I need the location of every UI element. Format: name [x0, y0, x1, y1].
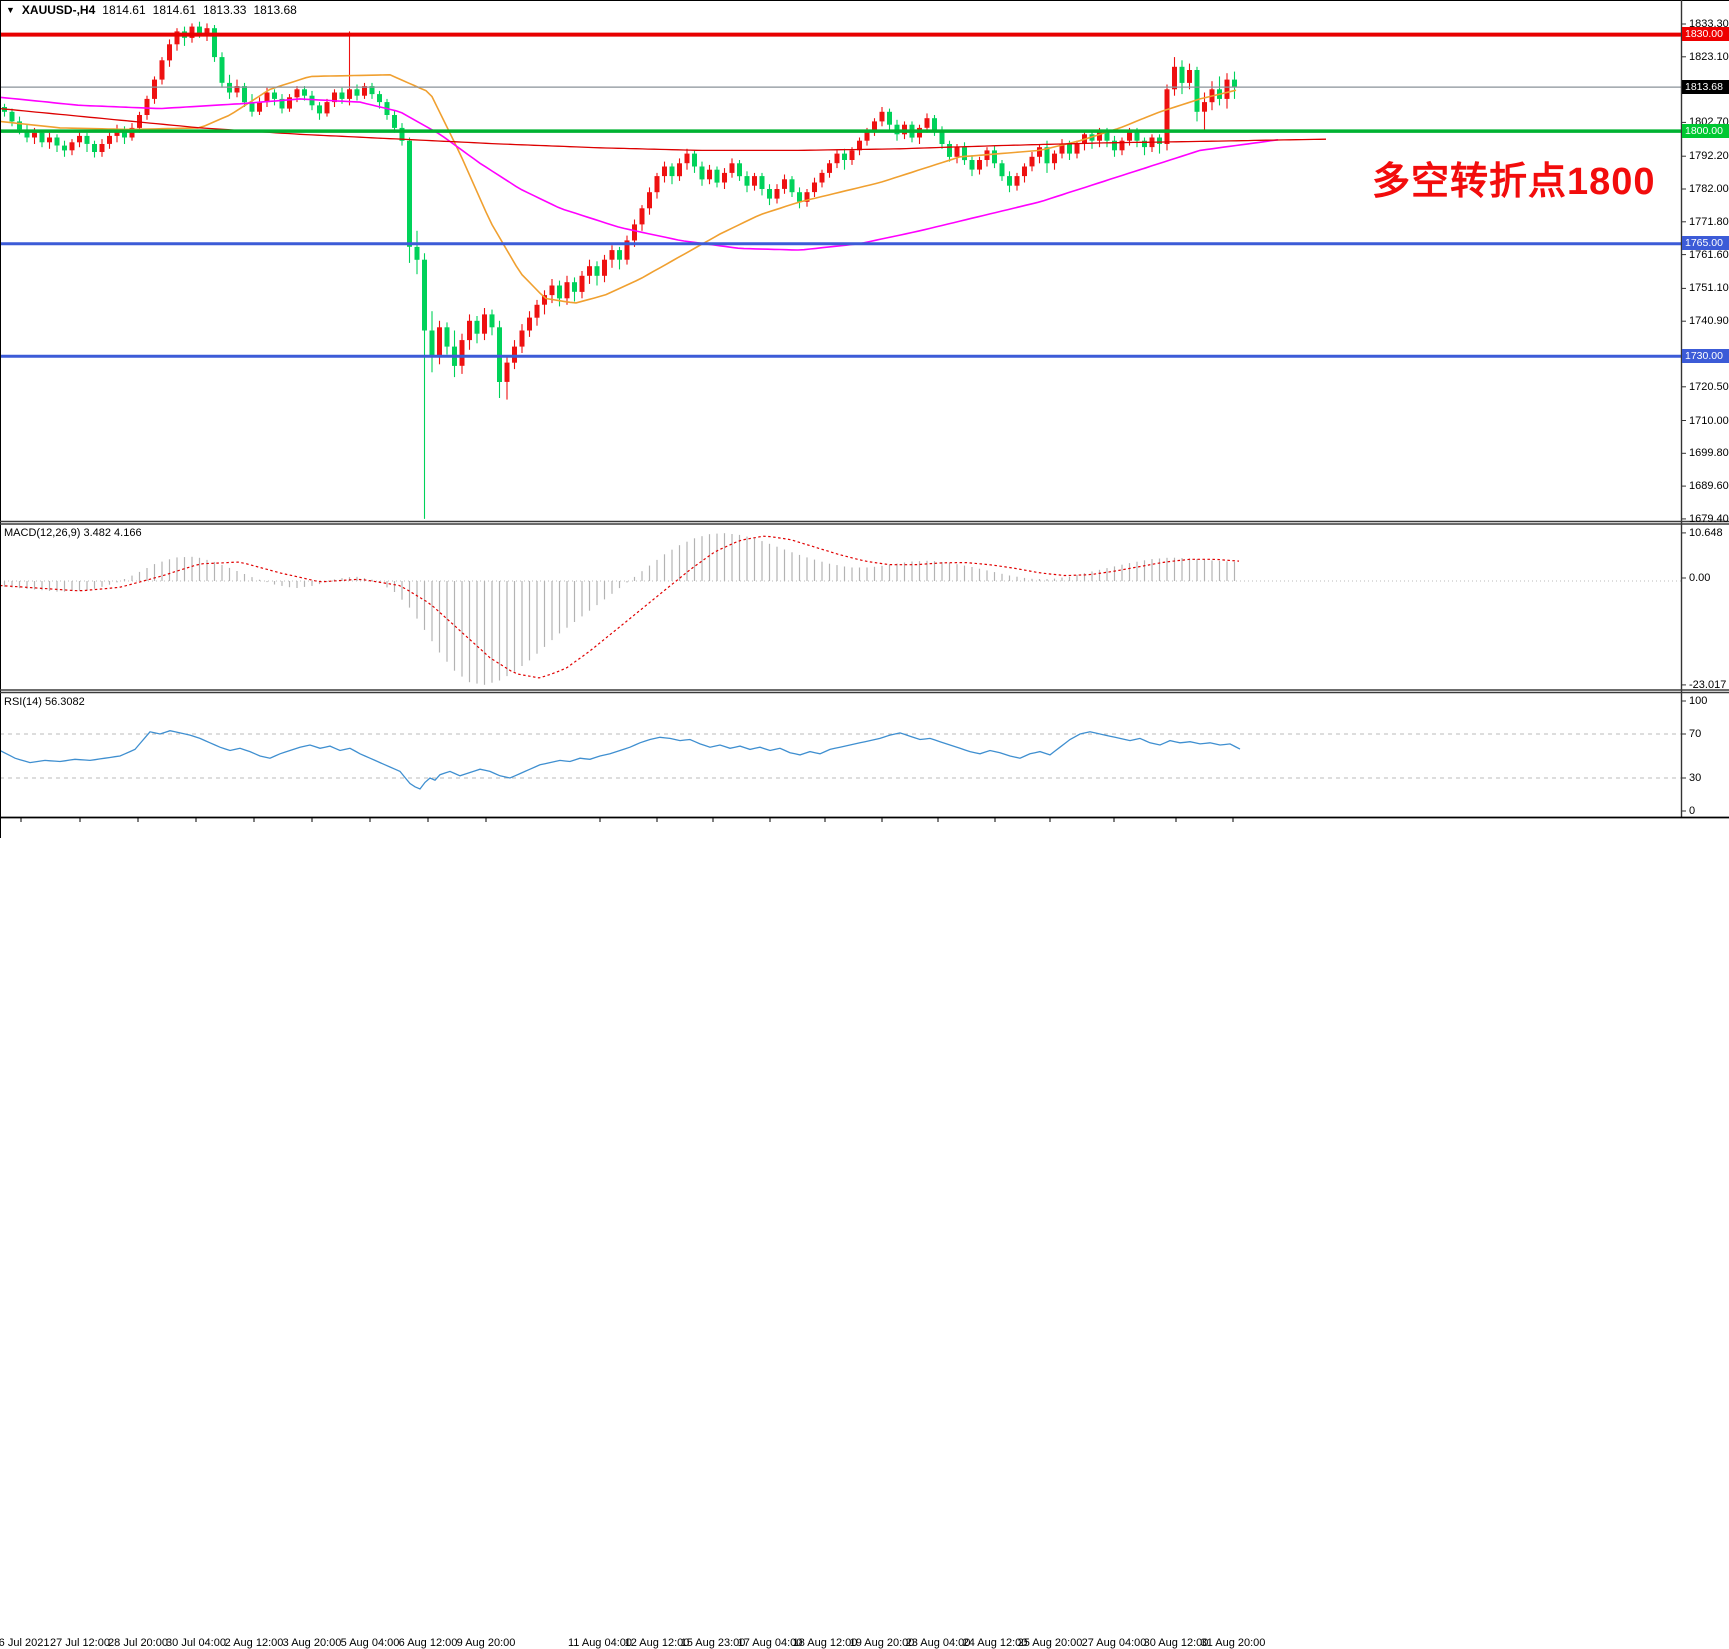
price-badge: 1730.00 [1682, 349, 1729, 363]
price-axis-label: 1833.30 [1689, 18, 1729, 30]
time-axis-label: 30 Jul 04:00 [166, 1637, 226, 1649]
chart-canvas[interactable] [0, 0, 1729, 843]
price-close: 1813.68 [253, 3, 297, 17]
rsi-axis-label: 100 [1689, 695, 1708, 707]
time-axis-label: 27 Jul 12:00 [50, 1637, 110, 1649]
chart-title: ▼ XAUUSD-,H4 1814.61 1814.61 1813.33 181… [6, 3, 297, 17]
price-open: 1814.61 [102, 3, 146, 17]
price-axis-label: 1771.80 [1689, 215, 1729, 228]
rsi-axis-label: 70 [1689, 728, 1702, 740]
rsi-indicator-label: RSI(14) 56.3082 [4, 696, 85, 708]
price-axis-label: 1823.10 [1689, 50, 1729, 63]
price-axis-label: 1699.80 [1689, 447, 1729, 460]
rsi-axis-label: 30 [1689, 772, 1702, 784]
time-axis-label: 3 Aug 20:00 [282, 1637, 342, 1649]
time-axis-label: 28 Jul 20:00 [108, 1637, 168, 1649]
symbol-timeframe: XAUUSD-,H4 [21, 3, 96, 17]
price-badge: 1813.68 [1682, 79, 1729, 94]
time-axis-label: 2 Aug 12:00 [224, 1637, 284, 1649]
time-axis-label: 18 Aug 12:00 [792, 1637, 858, 1649]
time-axis-label: 23 Aug 04:00 [905, 1637, 971, 1649]
time-axis-label: 27 Aug 04:00 [1081, 1637, 1147, 1649]
macd-indicator-label: MACD(12,26,9) 3.482 4.166 [4, 527, 142, 539]
time-axis-label: 25 Aug 20:00 [1017, 1637, 1083, 1649]
rsi-axis-label: 0 [1689, 805, 1696, 817]
price-axis-label: 1740.90 [1689, 315, 1729, 328]
price-axis-label: 1782.00 [1689, 182, 1729, 195]
price-high: 1814.61 [152, 3, 197, 17]
price-badge: 1830.00 [1682, 27, 1729, 42]
macd-axis-label: -23.017 [1689, 678, 1727, 691]
price-axis-label: 1792.20 [1689, 150, 1729, 163]
time-axis-label: 31 Aug 20:00 [1200, 1637, 1266, 1649]
time-axis-label: 6 Aug 12:00 [398, 1637, 458, 1649]
time-axis-label: 26 Jul 2021 [0, 1637, 50, 1649]
macd-axis-label: 10.648 [1689, 526, 1723, 539]
price-axis-label: 1710.00 [1689, 414, 1729, 427]
time-axis-label: 15 Aug 23:00 [680, 1637, 746, 1649]
macd-axis-label: 0.00 [1689, 572, 1711, 584]
price-badge: 1765.00 [1682, 236, 1729, 251]
time-axis-label: 5 Aug 04:00 [340, 1637, 400, 1649]
price-axis-label: 1761.60 [1689, 248, 1729, 261]
time-axis-label: 11 Aug 04:00 [567, 1637, 633, 1649]
time-axis-label: 30 Aug 12:00 [1143, 1637, 1209, 1649]
price-low: 1813.33 [203, 3, 247, 17]
price-axis-label: 1689.60 [1689, 480, 1729, 493]
time-axis-label: 9 Aug 20:00 [456, 1637, 516, 1649]
price-axis-label: 1679.40 [1689, 512, 1729, 525]
price-axis-label: 1720.50 [1689, 380, 1729, 393]
text-annotation[interactable]: 多空转折点1800 [1372, 161, 1656, 203]
symbol-dropdown-icon[interactable]: ▼ [6, 5, 15, 15]
price-badge: 1800.00 [1682, 123, 1729, 138]
price-axis-label: 1751.10 [1689, 282, 1729, 295]
